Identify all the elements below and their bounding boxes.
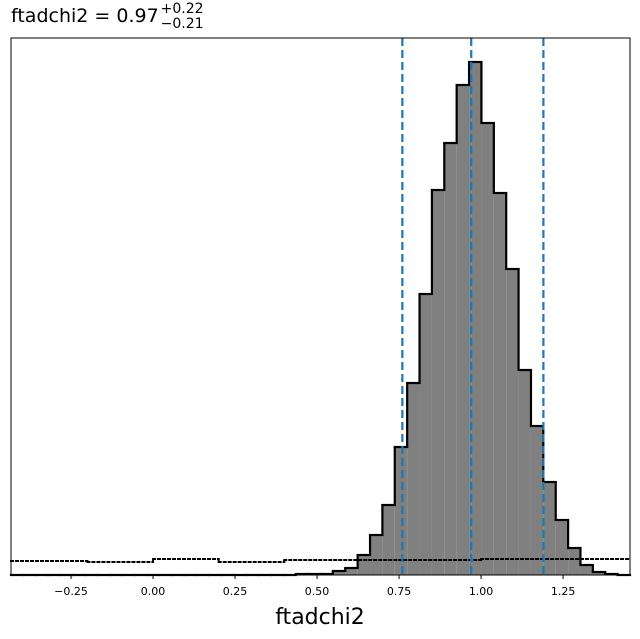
bar: [543, 482, 556, 575]
bar: [592, 572, 606, 575]
x-axis-label: ftadchi2: [275, 605, 365, 630]
bar: [530, 426, 544, 575]
x-tick-label: 0.25: [223, 585, 248, 598]
bar: [357, 555, 371, 575]
title-upper: +0.22: [161, 1, 204, 17]
bar: [444, 143, 457, 575]
bar: [518, 370, 531, 575]
bar: [555, 520, 569, 575]
bar: [407, 383, 420, 575]
x-tick-label: 0.00: [141, 585, 166, 598]
bar: [332, 571, 346, 575]
bar: [419, 294, 432, 575]
x-tick-label: 1.00: [469, 585, 494, 598]
bar: [382, 505, 395, 575]
bar: [506, 269, 519, 575]
bar: [493, 193, 507, 575]
bar: [370, 535, 383, 575]
x-tick-label: 1.25: [551, 585, 576, 598]
bar: [431, 190, 445, 575]
bar: [456, 85, 470, 575]
x-tick-label: 0.50: [305, 585, 330, 598]
bar: [580, 565, 593, 575]
chart-title: ftadchi2 = 0.97: [11, 5, 159, 27]
bar: [345, 568, 358, 575]
bar: [394, 447, 408, 575]
bar: [481, 123, 494, 575]
bar: [568, 548, 581, 575]
x-tick-label: −0.25: [54, 585, 88, 598]
title-lower: −0.21: [161, 16, 204, 32]
x-tick-label: 0.75: [387, 585, 412, 598]
plot-frame: [10, 37, 631, 576]
